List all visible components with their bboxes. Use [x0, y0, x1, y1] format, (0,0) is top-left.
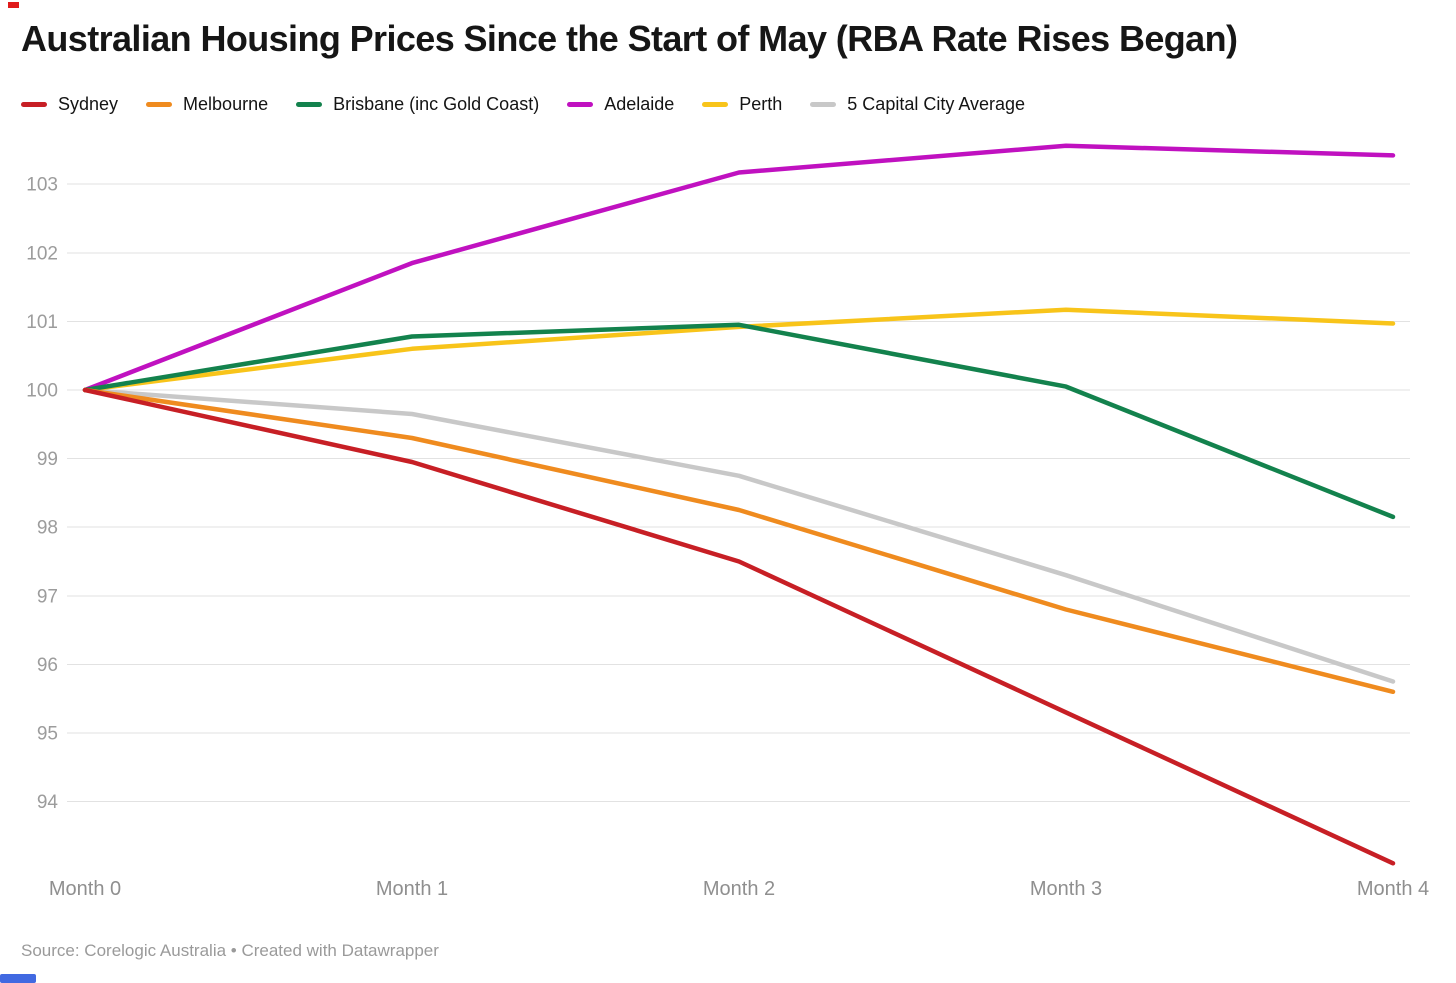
legend-item-adelaide: Adelaide — [567, 94, 674, 115]
y-axis-tick-label: 97 — [37, 586, 58, 607]
legend-label: Sydney — [58, 94, 119, 114]
series-line-brisbane-inc-gold-coast — [82, 322, 1396, 520]
legend-swatch-melbourne — [146, 102, 173, 107]
legend-item-sydney: Sydney — [21, 94, 118, 115]
screen-capture-artifact-top — [8, 2, 19, 8]
legend-swatch-brisbane-inc-gold-coast — [296, 102, 323, 107]
series-line-melbourne — [82, 387, 1396, 695]
y-axis-tick-label: 102 — [26, 243, 58, 264]
x-axis-tick-label-month-4: Month 4 — [1357, 878, 1429, 900]
chart-title: Australian Housing Prices Since the Star… — [21, 18, 1238, 59]
legend-item-perth: Perth — [702, 94, 782, 115]
series-line-sydney — [82, 387, 1396, 866]
legend-label: Adelaide — [604, 94, 675, 114]
legend-item-5-capital-city-average: 5 Capital City Average — [810, 94, 1025, 115]
source-footer: Source: Corelogic Australia • Created wi… — [21, 941, 439, 960]
y-axis-tick-label: 99 — [37, 449, 58, 470]
x-axis-tick-label-month-1: Month 1 — [376, 878, 448, 900]
y-axis-tick-label: 103 — [26, 175, 58, 196]
x-axis-tick-label-month-3: Month 3 — [1030, 878, 1102, 900]
screen-capture-artifact-bottom — [0, 974, 36, 983]
series-line-adelaide — [82, 143, 1396, 393]
y-axis-tick-label: 101 — [26, 312, 58, 333]
y-axis-tick-label: 96 — [37, 655, 58, 676]
y-axis-tick-label: 100 — [26, 381, 58, 402]
x-axis-tick-label-month-2: Month 2 — [703, 878, 775, 900]
y-axis-tick-label: 95 — [37, 724, 58, 745]
x-axis-tick-label-month-0: Month 0 — [49, 878, 121, 900]
legend-swatch-sydney — [21, 102, 47, 107]
legend-label: 5 Capital City Average — [847, 94, 1026, 114]
legend-swatch-adelaide — [567, 102, 594, 107]
legend-label: Perth — [739, 94, 783, 114]
y-axis-tick-label: 98 — [37, 518, 58, 539]
legend-label: Melbourne — [183, 94, 269, 114]
series-line-5-capital-city-average — [82, 387, 1396, 684]
legend-swatch-5-capital-city-average — [810, 102, 837, 107]
legend-item-melbourne: Melbourne — [146, 94, 268, 115]
legend-label: Brisbane (inc Gold Coast) — [333, 94, 540, 114]
y-axis-tick-label: 94 — [37, 792, 59, 813]
legend: Sydney Melbourne Brisbane (inc Gold Coast)… — [21, 94, 1025, 115]
legend-swatch-perth — [702, 102, 729, 107]
legend-item-brisbane-inc-gold-coast: Brisbane (inc Gold Coast) — [296, 94, 539, 115]
